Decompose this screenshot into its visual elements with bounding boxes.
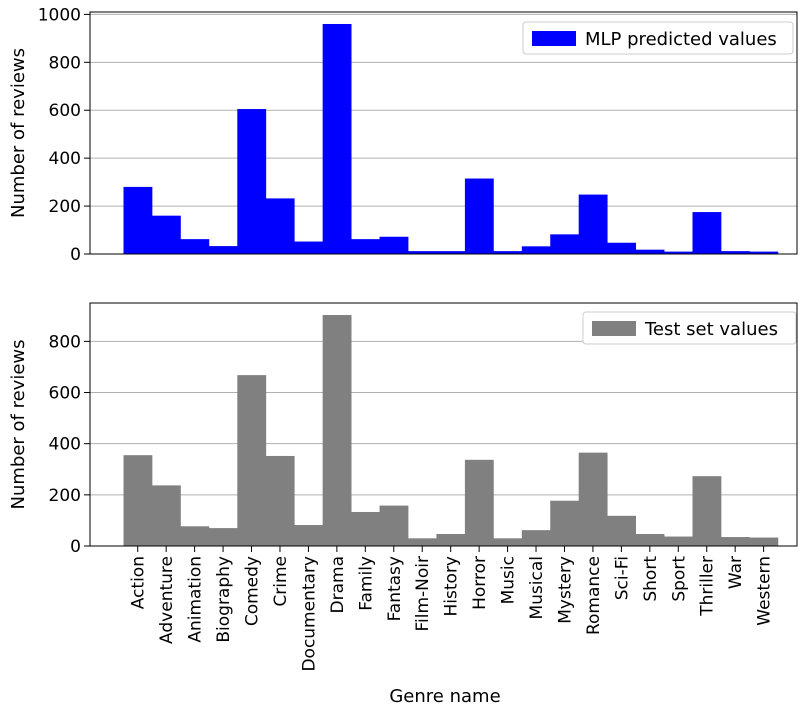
x-tick-label-horror: Horror bbox=[470, 556, 490, 610]
y-tick-label: 0 bbox=[70, 537, 81, 557]
bar-sport bbox=[664, 536, 693, 546]
x-tick-label-musical: Musical bbox=[527, 556, 547, 620]
bar-adventure bbox=[151, 485, 181, 546]
y-tick-label: 200 bbox=[49, 197, 81, 217]
bar-war bbox=[720, 537, 750, 546]
bar-musical bbox=[521, 530, 551, 546]
x-tick-label-film-noir: Film-Noir bbox=[413, 556, 433, 632]
bar-mystery bbox=[550, 500, 580, 546]
bar-action bbox=[123, 186, 153, 254]
y-tick-label: 600 bbox=[49, 384, 81, 404]
x-tick-label-adventure: Adventure bbox=[157, 556, 177, 644]
x-tick-label-romance: Romance bbox=[584, 556, 604, 635]
bar-fantasy bbox=[379, 236, 409, 254]
bar-horror bbox=[464, 459, 494, 546]
bar-comedy bbox=[237, 109, 267, 254]
legend-label: Test set values bbox=[644, 319, 778, 340]
x-tick-label-comedy: Comedy bbox=[243, 556, 263, 626]
bar-music bbox=[493, 251, 523, 254]
bar-mystery bbox=[550, 234, 580, 254]
bar-thriller bbox=[692, 212, 722, 254]
bar-documentary bbox=[294, 241, 324, 254]
x-tick-label-fantasy: Fantasy bbox=[385, 556, 405, 621]
x-tick-label-biography: Biography bbox=[214, 556, 234, 643]
bar-sport bbox=[664, 251, 693, 254]
bar-war bbox=[720, 251, 750, 254]
legend-swatch bbox=[532, 31, 576, 46]
x-axis-tick-labels: Action Adventure Animation Biography Comedy C… bbox=[129, 546, 775, 672]
bar-animation bbox=[180, 239, 210, 254]
x-tick-label-mystery: Mystery bbox=[555, 556, 575, 624]
bar-history bbox=[436, 533, 466, 546]
bar-sci-fi bbox=[607, 515, 636, 546]
bar-adventure bbox=[151, 215, 181, 254]
bar-short bbox=[635, 533, 665, 546]
bar-horror bbox=[464, 178, 494, 254]
y-tick-label: 1000 bbox=[38, 5, 81, 25]
x-tick-label-music: Music bbox=[499, 556, 519, 604]
bar-action bbox=[123, 455, 153, 546]
legend: Test set values bbox=[582, 311, 797, 345]
bar-film-noir bbox=[408, 538, 437, 546]
y-tick-label: 400 bbox=[49, 435, 81, 455]
legend-label: MLP predicted values bbox=[585, 29, 777, 50]
bar-sci-fi bbox=[607, 242, 636, 254]
bar-biography bbox=[208, 246, 238, 254]
x-tick-label-family: Family bbox=[356, 556, 376, 611]
x-tick-label-documentary: Documentary bbox=[299, 556, 319, 672]
bottom-panel: 0 200 400 600 800 Number of reviews Test set v… bbox=[8, 302, 798, 557]
axes-frame bbox=[89, 302, 798, 547]
bar-romance bbox=[578, 194, 608, 254]
x-tick-label-animation: Animation bbox=[186, 556, 206, 643]
x-tick-label-thriller: Thriller bbox=[698, 556, 718, 617]
bar-animation bbox=[180, 526, 210, 546]
x-tick-label-short: Short bbox=[641, 556, 661, 602]
bar-musical bbox=[521, 246, 551, 254]
y-tick-label: 800 bbox=[49, 332, 81, 352]
y-tick-label: 200 bbox=[49, 486, 81, 506]
legend-box bbox=[582, 311, 797, 345]
x-tick-label-western: Western bbox=[755, 556, 775, 626]
y-tick-label: 600 bbox=[49, 101, 81, 121]
bar-thriller bbox=[692, 476, 722, 546]
legend-box bbox=[522, 21, 794, 55]
x-tick-label-sport: Sport bbox=[669, 556, 689, 602]
axes-frame bbox=[89, 11, 798, 255]
y-axis-title: Number of reviews bbox=[8, 48, 29, 218]
x-tick-label-crime: Crime bbox=[271, 556, 291, 607]
bar-music bbox=[493, 538, 523, 546]
bar-documentary bbox=[294, 525, 324, 546]
bar-crime bbox=[265, 455, 295, 546]
bar-comedy bbox=[237, 375, 267, 546]
bar-film-noir bbox=[408, 251, 437, 254]
bar-drama bbox=[322, 23, 352, 255]
bar-romance bbox=[578, 452, 608, 546]
bar-drama bbox=[322, 315, 352, 546]
bar-family bbox=[351, 511, 380, 546]
x-tick-label-history: History bbox=[442, 556, 462, 616]
x-tick-label-action: Action bbox=[129, 556, 149, 609]
bar-biography bbox=[208, 528, 238, 546]
bar-fantasy bbox=[379, 505, 409, 546]
bar-crime bbox=[265, 198, 295, 254]
bar-history bbox=[436, 251, 466, 254]
y-tick-label: 800 bbox=[49, 53, 81, 73]
top-panel: 0 200 400 600 800 1000 Number of reviews MLP pr… bbox=[8, 5, 798, 265]
bar-western bbox=[749, 537, 779, 546]
bar-short bbox=[635, 249, 665, 254]
x-tick-label-drama: Drama bbox=[328, 556, 348, 613]
x-axis-title: Genre name bbox=[389, 686, 500, 707]
x-tick-label-war: War bbox=[726, 556, 746, 589]
bar-western bbox=[749, 251, 779, 254]
y-axis-title: Number of reviews bbox=[8, 339, 29, 509]
x-tick-label-sci-fi: Sci-Fi bbox=[612, 556, 632, 600]
y-tick-label: 0 bbox=[70, 245, 81, 265]
legend-swatch bbox=[592, 321, 636, 336]
legend: MLP predicted values bbox=[522, 21, 794, 55]
bar-family bbox=[351, 239, 380, 254]
y-tick-label: 400 bbox=[49, 149, 81, 169]
